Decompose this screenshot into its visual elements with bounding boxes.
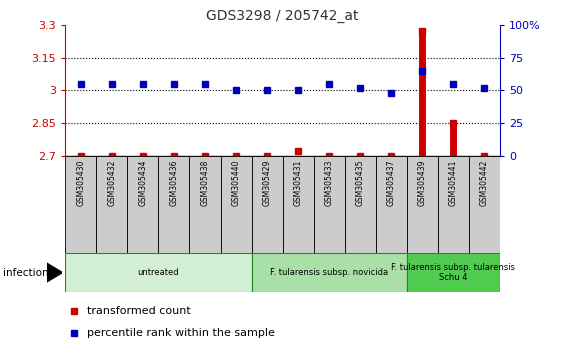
Polygon shape: [47, 263, 62, 282]
Bar: [252, 156, 283, 253]
Bar: [97, 156, 127, 253]
Text: GSM305434: GSM305434: [139, 160, 148, 206]
Bar: [438, 156, 469, 253]
Text: infection: infection: [3, 268, 48, 278]
Bar: [252, 253, 407, 292]
Text: GSM305438: GSM305438: [201, 160, 210, 206]
Text: untreated: untreated: [137, 268, 179, 277]
Bar: [407, 156, 438, 253]
Bar: [407, 253, 500, 292]
Bar: [283, 156, 314, 253]
Text: GSM305432: GSM305432: [107, 160, 116, 206]
Bar: [65, 253, 252, 292]
Text: GSM305433: GSM305433: [325, 160, 333, 206]
Bar: [314, 156, 345, 253]
Text: GSM305435: GSM305435: [356, 160, 365, 206]
Text: GSM305436: GSM305436: [169, 160, 178, 206]
Bar: [375, 156, 407, 253]
Text: GSM305429: GSM305429: [262, 160, 272, 206]
Bar: [469, 156, 500, 253]
Text: GSM305440: GSM305440: [232, 160, 240, 206]
Text: GSM305431: GSM305431: [294, 160, 303, 206]
Text: percentile rank within the sample: percentile rank within the sample: [87, 328, 275, 338]
Text: GSM305441: GSM305441: [449, 160, 458, 206]
Bar: [190, 156, 220, 253]
Bar: [127, 156, 158, 253]
Text: F. tularensis subsp. novicida: F. tularensis subsp. novicida: [270, 268, 388, 277]
Bar: [345, 156, 375, 253]
Text: F. tularensis subsp. tularensis
Schu 4: F. tularensis subsp. tularensis Schu 4: [391, 263, 515, 282]
Text: transformed count: transformed count: [87, 306, 191, 316]
Bar: [158, 156, 190, 253]
Text: GSM305430: GSM305430: [76, 160, 85, 206]
Bar: [65, 156, 97, 253]
Bar: [220, 156, 252, 253]
Text: GSM305439: GSM305439: [417, 160, 427, 206]
Text: GSM305437: GSM305437: [387, 160, 396, 206]
Text: GSM305442: GSM305442: [480, 160, 489, 206]
Text: GDS3298 / 205742_at: GDS3298 / 205742_at: [206, 9, 359, 23]
